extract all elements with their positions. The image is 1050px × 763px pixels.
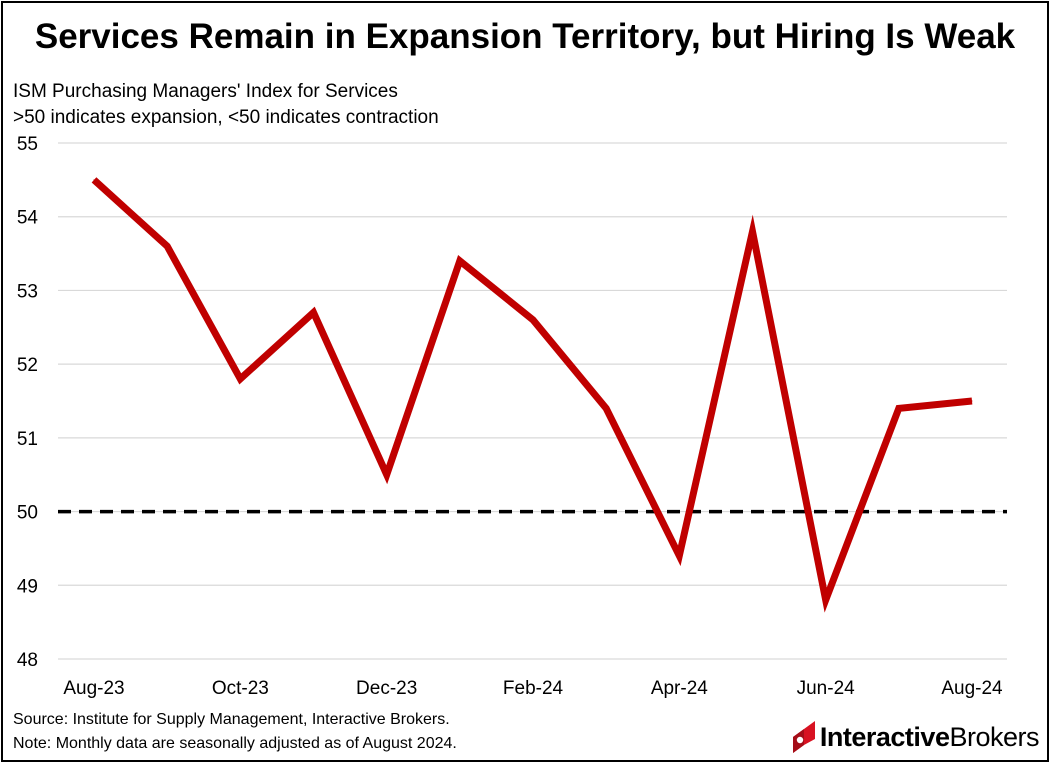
source-note: Source: Institute for Supply Management,… (13, 711, 450, 728)
x-tick-label: Aug-24 (941, 678, 1003, 699)
data-point (752, 230, 753, 232)
x-tick-label: Apr-24 (651, 678, 708, 699)
data-point (971, 400, 973, 402)
data-point (825, 599, 827, 601)
y-tick-label: 50 (17, 503, 38, 524)
x-tick-label: Feb-24 (503, 678, 564, 699)
data-point (386, 474, 388, 476)
data-point (239, 378, 241, 380)
y-tick-label: 55 (17, 134, 38, 155)
y-tick-label: 53 (17, 281, 38, 302)
y-tick-label: 54 (17, 208, 39, 229)
line-chart: 48 49 50 51 52 53 54 55 Aug-23 Oct-23 Dec-23 Feb-2… (17, 134, 1007, 699)
data-point (313, 312, 314, 314)
data-point (898, 407, 900, 409)
data-point (166, 245, 168, 247)
y-tick-label: 49 (17, 576, 38, 597)
logo-text-interactive: Interactive (819, 721, 950, 752)
chart-subtitle-line-1: ISM Purchasing Managers' Index for Servi… (13, 81, 398, 102)
y-tick-label: 51 (17, 429, 38, 450)
data-point (678, 555, 680, 557)
x-tick-label: Aug-23 (63, 678, 124, 699)
data-point (605, 407, 607, 409)
data-point (459, 260, 461, 262)
x-tick-label: Oct-23 (212, 678, 269, 699)
data-point (532, 319, 534, 321)
y-tick-label: 48 (17, 650, 38, 671)
logo-text-brokers: Brokers (949, 721, 1039, 752)
x-tick-label: Dec-23 (356, 678, 417, 699)
brokers-logo-icon (792, 721, 815, 753)
y-tick-label: 52 (17, 355, 38, 376)
chart-title: Services Remain in Expansion Territory, … (34, 17, 1016, 56)
interactive-brokers-logo: InteractiveBrokers (791, 717, 1039, 757)
series-line (91, 177, 973, 613)
data-point (93, 179, 95, 181)
data-note: Note: Monthly data are seasonally adjust… (13, 735, 457, 752)
x-tick-label: Jun-24 (797, 678, 856, 699)
chart-subtitle-line-2: >50 indicates expansion, <50 indicates c… (13, 107, 439, 128)
